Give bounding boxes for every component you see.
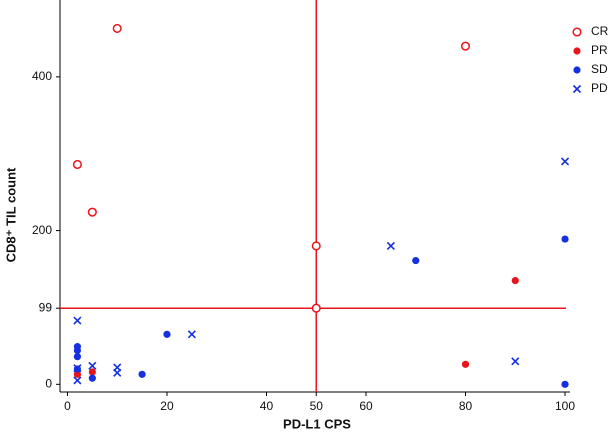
data-point bbox=[187, 330, 196, 339]
y-axis-title: CD8⁺ TIL count bbox=[3, 167, 18, 262]
data-point bbox=[112, 23, 122, 33]
data-point bbox=[412, 256, 420, 265]
x-tick-label: 40 bbox=[260, 399, 274, 413]
data-point bbox=[88, 368, 96, 376]
y-tick-label: 200 bbox=[32, 223, 52, 237]
x-tick-label: 80 bbox=[459, 399, 473, 413]
data-point bbox=[561, 380, 569, 388]
data-point bbox=[88, 374, 96, 382]
x-axis-title: PD-L1 CPS bbox=[283, 416, 351, 431]
data-point bbox=[560, 157, 570, 166]
data-point bbox=[113, 368, 122, 377]
legend-marker bbox=[573, 47, 581, 55]
legend-marker bbox=[572, 84, 582, 94]
x-tick-label: 100 bbox=[555, 399, 575, 413]
data-point bbox=[73, 364, 82, 373]
data-point bbox=[461, 360, 470, 368]
x-tick-label: 60 bbox=[359, 399, 373, 413]
data-point bbox=[311, 241, 321, 251]
x-tick-label: 50 bbox=[310, 399, 324, 413]
legend-label: PD bbox=[591, 81, 608, 95]
data-point bbox=[73, 376, 82, 385]
data-point bbox=[73, 370, 82, 378]
y-tick-label: 400 bbox=[32, 69, 52, 83]
y-tick-label: 99 bbox=[39, 300, 53, 314]
data-point bbox=[460, 41, 471, 51]
data-point bbox=[163, 330, 171, 338]
legend-marker bbox=[572, 27, 582, 37]
data-point bbox=[386, 241, 395, 251]
data-point bbox=[72, 159, 82, 170]
y-tick-label: 0 bbox=[45, 376, 52, 390]
legend-label: PR bbox=[591, 43, 608, 57]
data-point bbox=[511, 276, 519, 285]
data-point bbox=[73, 353, 82, 361]
data-point bbox=[561, 235, 569, 243]
x-tick-label: 0 bbox=[64, 399, 71, 413]
data-point bbox=[73, 346, 82, 355]
data-point bbox=[87, 207, 97, 217]
x-tick-label: 20 bbox=[160, 399, 174, 413]
data-point bbox=[311, 303, 321, 313]
data-point bbox=[511, 357, 520, 366]
data-point bbox=[88, 361, 97, 370]
legend-marker bbox=[573, 66, 581, 74]
legend-label: SD bbox=[591, 62, 608, 76]
data-point bbox=[138, 370, 146, 378]
legend-label: CR bbox=[591, 24, 609, 38]
data-point bbox=[73, 316, 82, 325]
